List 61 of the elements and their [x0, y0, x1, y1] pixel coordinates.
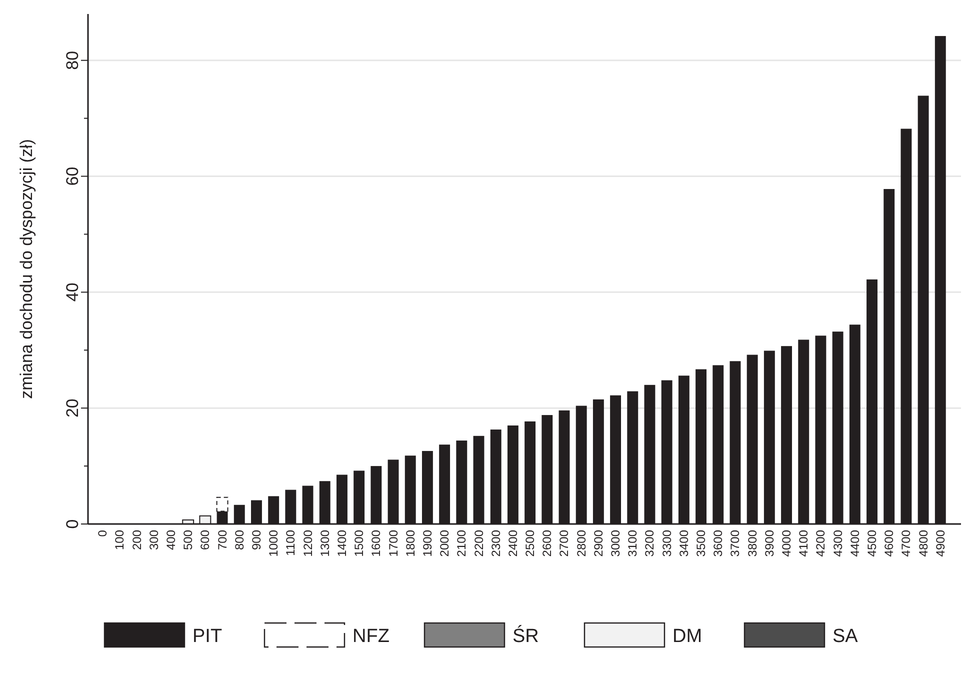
x-tick-label: 100: [112, 530, 127, 550]
x-tick-label: 3900: [762, 530, 776, 557]
legend-label: SA: [832, 626, 858, 647]
x-tick-label: 3000: [608, 530, 623, 557]
x-tick-label: 3200: [642, 530, 657, 557]
x-tick-label: 700: [215, 530, 230, 550]
x-tick-label: 4200: [814, 530, 828, 557]
x-tick-label: 3600: [711, 530, 726, 557]
legend-label: NFZ: [352, 626, 390, 647]
x-tick-label: 2900: [591, 530, 606, 557]
x-tick-label: 1400: [334, 530, 349, 557]
x-tick-label: 0: [96, 530, 110, 537]
x-tick-label: 2700: [557, 530, 572, 557]
x-tick-label: 1100: [284, 530, 298, 556]
x-tick-label: 2600: [540, 530, 554, 557]
x-tick-label: 1300: [318, 530, 332, 557]
legend-label: DM: [672, 626, 702, 647]
x-tick-label: 1900: [420, 530, 434, 557]
x-tick-label: 1800: [403, 530, 418, 557]
x-tick-label: 600: [198, 530, 212, 550]
x-tick-label: 300: [146, 530, 161, 550]
x-tick-label: 500: [181, 530, 196, 550]
x-tick-label: 3700: [728, 530, 742, 557]
x-tick-label: 1000: [266, 530, 281, 557]
x-tick-label: 2500: [523, 530, 538, 557]
y-tick-label: 20: [63, 398, 82, 418]
y-tick-label: 0: [63, 519, 82, 529]
x-tick-label: 4800: [916, 530, 930, 557]
x-tick-label: 2100: [454, 530, 469, 557]
x-tick-label: 1600: [369, 530, 384, 557]
x-tick-label: 3100: [626, 530, 640, 557]
x-tick-label: 2000: [438, 530, 452, 557]
x-tick-label: 1500: [352, 530, 366, 557]
x-tick-label: 900: [249, 530, 264, 550]
x-tick-label: 3500: [694, 530, 708, 557]
x-tick-label: 2800: [574, 530, 588, 557]
legend-label: ŚR: [512, 624, 539, 647]
x-tick-label: 4400: [848, 530, 862, 557]
x-tick-label: 4900: [933, 530, 948, 557]
x-tick-label: 400: [164, 530, 178, 550]
x-tick-label: 4600: [882, 530, 896, 557]
legend-label: PIT: [192, 626, 222, 647]
x-tick-label: 2200: [472, 530, 486, 557]
x-tick-label: 1200: [300, 530, 315, 557]
x-tick-label: 1700: [386, 530, 400, 557]
x-tick-label: 3300: [660, 530, 674, 557]
x-tick-label: 4000: [780, 530, 794, 557]
x-tick-label: 3400: [676, 530, 691, 557]
x-tick-label: 4300: [830, 530, 845, 557]
x-tick-label: 4500: [865, 530, 880, 557]
y-tick-label: 80: [63, 50, 82, 70]
x-tick-label: 800: [232, 530, 246, 550]
x-tick-label: 4100: [796, 530, 811, 557]
y-axis-title: zmiana dochodu do dyspozycji (zł): [17, 139, 36, 399]
y-tick-label: 60: [63, 166, 82, 186]
x-tick-label: 2400: [506, 530, 520, 557]
x-tick-label: 200: [130, 530, 144, 550]
x-tick-label: 3800: [745, 530, 760, 557]
y-tick-label: 40: [63, 282, 82, 302]
x-tick-label: 2300: [488, 530, 503, 557]
x-tick-label: 4700: [899, 530, 914, 557]
